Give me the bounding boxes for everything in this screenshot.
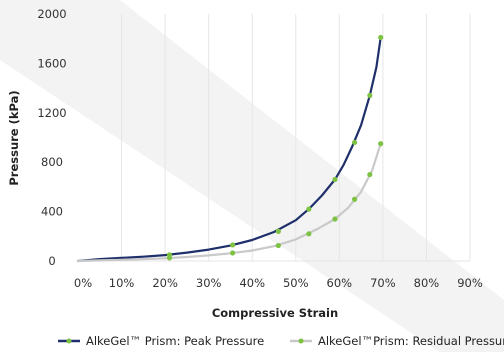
data-point-peak	[332, 176, 338, 183]
data-point-peak	[378, 34, 384, 41]
x-axis-ticks: 0% 10% 20% 30% 40% 50% 60% 70% 80% 90%	[74, 276, 483, 290]
x-tick-label: 20%	[152, 276, 178, 290]
y-axis-ticks: 0 400 800 1200 1600 2000	[37, 7, 66, 268]
x-tick-label: 80%	[414, 276, 440, 290]
legend-item-residual: AlkeGel™Prism: Residual Pressure	[290, 334, 504, 348]
series-line-peak	[76, 36, 382, 263]
y-tick-label: 800	[41, 155, 63, 169]
x-tick-label: 10%	[109, 276, 135, 290]
legend-swatch-marker-residual	[298, 338, 304, 344]
y-tick-label: 2000	[37, 7, 66, 21]
legend-label-residual: AlkeGel™Prism: Residual Pressure	[318, 334, 504, 348]
data-point-peak	[367, 92, 373, 99]
y-tick-label: 1600	[37, 56, 66, 70]
data-point-residual	[275, 242, 281, 249]
data-point-residual	[351, 196, 358, 202]
x-tick-label: 0%	[74, 276, 92, 290]
x-tick-label: 60%	[327, 276, 353, 290]
legend-item-peak: AlkeGel™ Prism: Peak Pressure	[58, 334, 264, 348]
series-group	[76, 34, 384, 263]
data-point-residual	[378, 141, 384, 147]
data-point-peak	[306, 206, 312, 212]
grid-lines	[78, 14, 471, 262]
x-tick-label: 70%	[370, 276, 396, 290]
x-tick-label: 30%	[196, 276, 222, 290]
legend-label-peak: AlkeGel™ Prism: Peak Pressure	[86, 334, 264, 348]
data-point-residual	[306, 231, 312, 237]
data-point-peak	[230, 242, 236, 248]
data-point-residual	[166, 255, 173, 261]
y-tick-label: 0	[48, 254, 55, 268]
data-point-peak	[275, 228, 281, 234]
y-axis-title: Pressure (kPa)	[7, 90, 21, 185]
x-tick-label: 90%	[457, 276, 483, 290]
y-tick-label: 1200	[37, 106, 66, 120]
data-point-residual	[367, 171, 373, 178]
data-point-peak	[351, 139, 358, 146]
x-tick-label: 50%	[283, 276, 309, 290]
y-tick-label: 400	[41, 205, 63, 219]
x-axis-title: Compressive Strain	[212, 306, 338, 320]
data-point-residual	[230, 250, 236, 256]
data-point-residual	[332, 216, 338, 222]
series-line-residual	[76, 142, 382, 263]
x-tick-label: 40%	[239, 276, 265, 290]
legend: AlkeGel™ Prism: Peak Pressure AlkeGel™Pr…	[58, 334, 504, 348]
legend-swatch-marker-peak	[66, 338, 72, 344]
